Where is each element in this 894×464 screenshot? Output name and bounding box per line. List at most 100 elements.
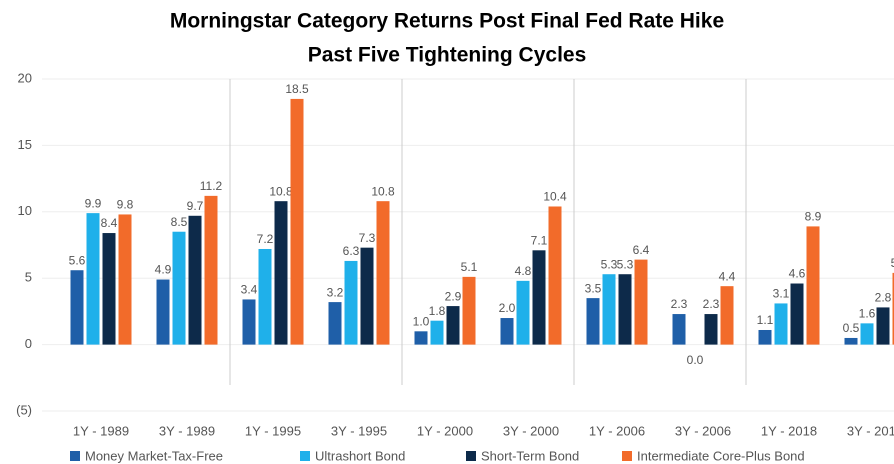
- value-label: 7.2: [257, 232, 274, 246]
- bar: [344, 260, 358, 345]
- bar: [532, 250, 546, 345]
- y-tick-label: 0: [25, 336, 32, 351]
- bar: [548, 206, 562, 345]
- bar: [774, 303, 788, 345]
- value-label: 1.0: [413, 314, 430, 328]
- bar: [274, 201, 288, 345]
- bar: [844, 337, 858, 345]
- bar: [516, 280, 530, 345]
- x-tick-label: 1Y - 2006: [589, 423, 645, 438]
- legend-label: Ultrashort Bond: [315, 448, 405, 463]
- bar: [790, 283, 804, 345]
- value-label: 8.9: [805, 210, 822, 224]
- value-label: 2.3: [703, 297, 720, 311]
- value-label: 6.4: [633, 243, 650, 257]
- bar: [290, 98, 304, 345]
- bar: [446, 306, 460, 345]
- value-label: 2.3: [671, 297, 688, 311]
- bar: [414, 331, 428, 345]
- value-label: 6.3: [343, 244, 360, 258]
- value-label: 18.5: [285, 82, 309, 96]
- value-label: 10.4: [543, 190, 567, 204]
- bar: [806, 226, 820, 345]
- x-tick-label: 1Y - 1995: [245, 423, 301, 438]
- value-label: 10.8: [371, 184, 395, 198]
- value-label: 9.9: [85, 196, 102, 210]
- bar: [360, 247, 374, 345]
- x-tick-label: 1Y - 2000: [417, 423, 473, 438]
- bar: [328, 302, 342, 345]
- legend-swatch: [622, 451, 632, 461]
- value-label: 4.8: [515, 264, 532, 278]
- y-tick-label: 10: [18, 203, 32, 218]
- bar: [634, 259, 648, 345]
- legend-label: Short-Term Bond: [481, 448, 579, 463]
- value-label: 0.0: [687, 353, 704, 367]
- bar: [860, 323, 874, 345]
- value-label: 7.3: [359, 231, 376, 245]
- bar: [376, 201, 390, 345]
- x-tick-label: 3Y - 1995: [331, 423, 387, 438]
- bar: [430, 320, 444, 345]
- value-label: 3.1: [773, 287, 790, 301]
- bar: [86, 213, 100, 345]
- bar: [204, 195, 218, 345]
- value-label: 7.1: [531, 233, 548, 247]
- value-label: 5.3: [617, 257, 634, 271]
- bar: [172, 231, 186, 345]
- legend-swatch: [300, 451, 310, 461]
- bar: [586, 298, 600, 345]
- legend-swatch: [466, 451, 476, 461]
- bar: [672, 314, 686, 345]
- bar: [242, 299, 256, 345]
- value-label: 2.9: [445, 289, 462, 303]
- bar: [602, 274, 616, 345]
- bar: [500, 318, 514, 345]
- legend-label: Intermediate Core-Plus Bond: [637, 448, 805, 463]
- value-label: 4.4: [719, 269, 736, 283]
- value-label: 1.8: [429, 304, 446, 318]
- bar: [156, 279, 170, 345]
- bar: [70, 270, 84, 345]
- legend-swatch: [70, 451, 80, 461]
- x-tick-label: 3Y - 2000: [503, 423, 559, 438]
- bar: [188, 215, 202, 345]
- y-tick-label: 15: [18, 137, 32, 152]
- value-label: 4.6: [789, 267, 806, 281]
- y-tick-label: 20: [18, 70, 32, 85]
- bar: [102, 233, 116, 345]
- value-label: 5.4: [891, 256, 894, 270]
- chart-subtitle: Past Five Tightening Cycles: [308, 44, 587, 67]
- bar: [118, 214, 132, 345]
- bar: [258, 248, 272, 345]
- value-label: 3.5: [585, 281, 602, 295]
- value-label: 11.2: [200, 179, 223, 193]
- legend-label: Money Market-Tax-Free: [85, 448, 223, 463]
- bar: [892, 272, 894, 345]
- value-label: 1.1: [757, 313, 774, 327]
- x-tick-label: 3Y - 2018: [847, 423, 894, 438]
- x-tick-label: 3Y - 1989: [159, 423, 215, 438]
- y-tick-label: 5: [25, 270, 32, 285]
- value-label: 9.7: [187, 199, 204, 213]
- value-label: 4.9: [155, 263, 172, 277]
- value-label: 2.0: [499, 301, 516, 315]
- value-label: 8.4: [101, 216, 118, 230]
- value-label: 8.5: [171, 215, 188, 229]
- value-label: 2.8: [875, 291, 892, 305]
- value-label: 10.8: [269, 184, 293, 198]
- y-tick-label: (5): [16, 402, 32, 417]
- value-label: 1.6: [859, 307, 876, 321]
- value-label: 5.3: [601, 257, 618, 271]
- chart-title: Morningstar Category Returns Post Final …: [170, 10, 724, 33]
- value-label: 0.5: [843, 321, 860, 335]
- value-label: 5.6: [69, 253, 86, 267]
- bar: [704, 314, 718, 345]
- value-label: 3.4: [241, 283, 258, 297]
- x-tick-label: 1Y - 1989: [73, 423, 129, 438]
- value-label: 3.2: [327, 285, 344, 299]
- value-label: 9.8: [117, 198, 134, 212]
- x-tick-label: 3Y - 2006: [675, 423, 731, 438]
- bar: [462, 276, 476, 345]
- value-label: 5.1: [461, 260, 478, 274]
